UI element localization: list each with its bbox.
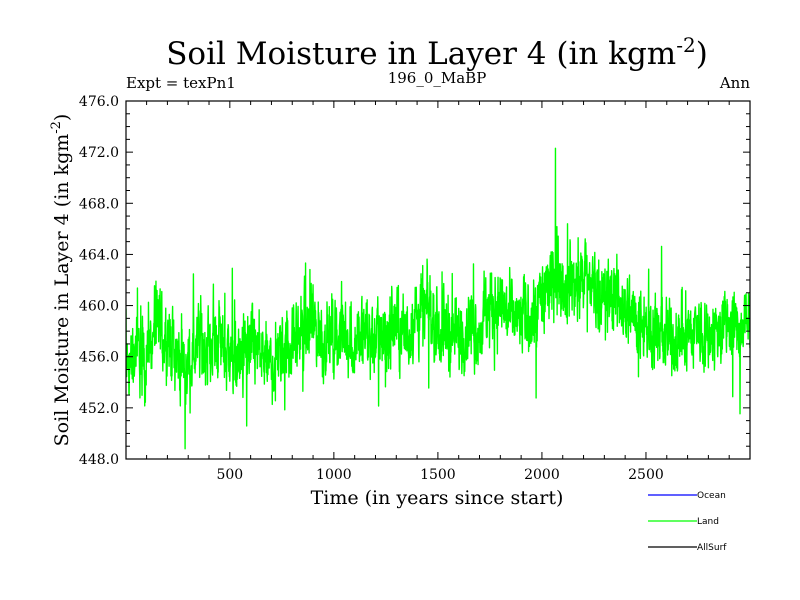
x-axis-label: Time (in years since start): [311, 487, 564, 509]
y-tick-label: 464.0: [79, 247, 119, 263]
subtitle-right: Ann: [719, 74, 750, 92]
y-tick-label: 452.0: [79, 401, 119, 417]
x-tick-label: 2500: [628, 467, 664, 483]
subtitle-left: Expt = texPn1: [126, 74, 236, 92]
legend-label-land: Land: [697, 517, 719, 527]
y-tick-label: 476.0: [79, 94, 119, 110]
x-tick-label: 1500: [420, 467, 456, 483]
legend-label-ocean: Ocean: [697, 491, 726, 501]
axis-ticks: 500 1000 1500 2000 2500 448.0 452.0 456.0 460.0 4…: [79, 94, 750, 483]
y-tick-label: 472.0: [79, 145, 119, 161]
y-tick-label: 468.0: [79, 196, 119, 212]
x-tick-label: 500: [216, 467, 243, 483]
y-tick-label: 456.0: [79, 350, 119, 366]
land-series-line: [126, 147, 750, 450]
legend-label-allsurf: AllSurf: [697, 543, 727, 553]
y-tick-label: 448.0: [79, 452, 119, 468]
plot-frame: [125, 100, 751, 460]
subtitle-center: 196_0_MaBP: [388, 69, 487, 87]
x-tick-label: 2000: [524, 467, 560, 483]
y-axis-label: Soil Moisture in Layer 4 (in kgm-2): [49, 114, 73, 447]
chart-title: Soil Moisture in Layer 4 (in kgm-2): [166, 33, 708, 72]
x-tick-label: 1000: [316, 467, 352, 483]
legend: Ocean Land AllSurf: [648, 491, 727, 553]
y-tick-label: 460.0: [79, 299, 119, 315]
